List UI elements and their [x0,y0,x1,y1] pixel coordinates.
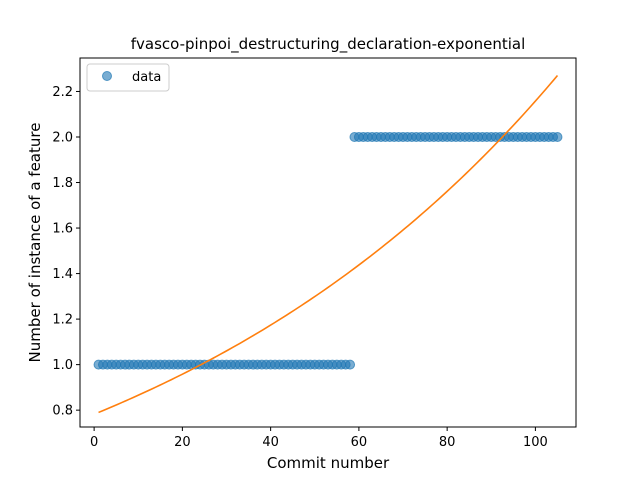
legend-marker-data [103,72,112,81]
y-tick-label: 1.6 [52,222,73,237]
y-tick-label: 1.0 [52,358,73,373]
data-point [553,132,562,141]
y-axis-label: Number of instance of a feature [26,123,44,363]
y-tick-label: 0.8 [52,404,73,419]
legend: data [87,64,169,91]
x-tick-label: 80 [439,435,456,450]
y-tick-label: 2.0 [52,130,73,145]
y-tick-label: 1.8 [52,176,73,191]
x-tick-label: 100 [523,435,548,450]
chart-title: fvasco-pinpoi_destructuring_declaration-… [131,35,526,54]
legend-label-data: data [132,70,161,85]
y-tick-label: 1.4 [52,267,73,282]
data-point [346,360,355,369]
x-axis-label: Commit number [267,454,390,472]
x-tick-label: 60 [351,435,368,450]
y-tick-label: 2.2 [52,85,73,100]
x-tick-label: 20 [174,435,191,450]
x-tick-label: 0 [90,435,98,450]
x-tick-label: 40 [262,435,279,450]
y-tick-label: 1.2 [52,313,73,328]
